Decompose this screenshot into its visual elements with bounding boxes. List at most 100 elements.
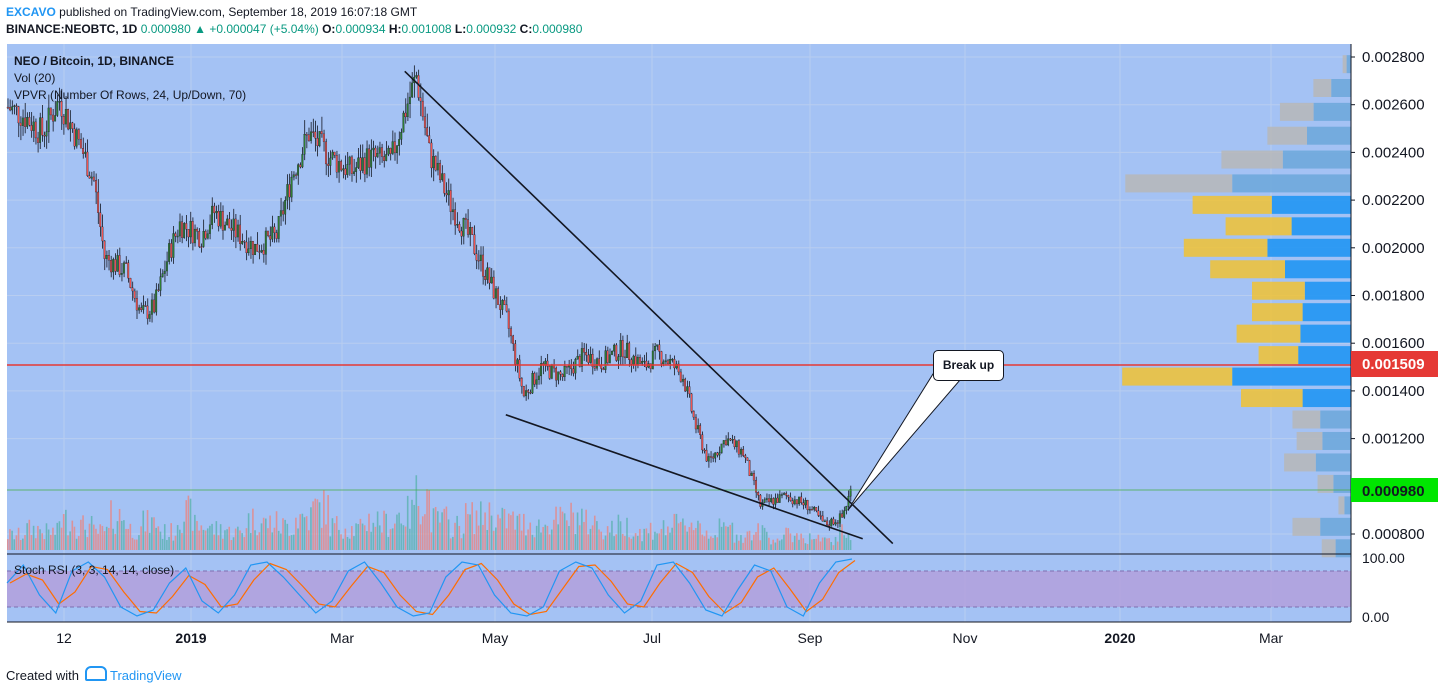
volume-bar [770,544,772,550]
volume-bar [41,533,43,550]
candle-body [11,106,14,111]
volume-bar [183,521,185,550]
legend-vol[interactable]: Vol (20) [14,71,56,85]
volume-bar [84,529,86,550]
volume-bar [643,528,645,550]
volume-bar [535,525,538,550]
candle-body [613,344,616,352]
trendlines[interactable] [404,70,894,545]
candle-body [660,351,663,365]
candle-body [402,112,405,133]
vpvr-grey [1125,174,1233,193]
candle-body [32,121,35,131]
candle-body [477,260,480,262]
legend-vpvr[interactable]: VPVR (Number Of Rows, 24, Up/Down, 70) [14,88,247,102]
candle-body [791,500,794,505]
candle-body [333,151,336,156]
candle-body [245,241,248,254]
volume-bar [88,523,91,550]
volume-bar [514,529,516,550]
candle-body [105,255,108,259]
volume-bar [570,502,572,550]
time-tick-label: Sep [798,630,823,646]
tradingview-brand[interactable]: TradingView [110,668,182,683]
candle-body [307,134,310,141]
volume-bar [589,528,592,550]
volume-bar [619,521,622,550]
volume-bar [578,525,581,550]
volume-bar [430,532,433,550]
candle-body [395,145,398,154]
volume-bar [662,520,665,550]
candle-body [742,449,745,456]
candle-body [804,500,807,506]
candle-body [608,354,611,363]
candle-body [783,493,785,495]
candle-body [675,363,678,369]
volume-bar [591,525,594,550]
volume-bar [402,525,405,550]
price-axis[interactable]: 0.002800 0.002600 0.002400 0.002200 0.002000… [1351,49,1425,625]
volume-bar [587,534,590,550]
volume-bar [127,528,129,550]
high-label: H: [388,22,402,36]
candle-body [810,509,813,511]
stoch-tick-label: 0.00 [1362,609,1389,625]
candle-body [232,218,235,231]
volume-bar [97,533,99,550]
candle-body [720,443,723,453]
volume-bar [254,530,256,550]
volume-bar [776,538,779,550]
candle-body [211,205,214,225]
vpvr-grey [1313,79,1332,98]
volume-bar [314,498,317,550]
candle-body [54,115,57,122]
time-axis[interactable]: 12 2019 Mar May Jul Sep Nov 2020 Mar [56,630,1283,646]
volume-bar [615,534,618,550]
volume-bar [598,529,600,550]
volume-bar [555,506,557,550]
volume-bar [841,524,843,550]
candle-body [19,122,22,126]
candle-body [189,221,192,238]
candle-body [658,344,661,352]
candle-body [299,164,302,168]
candle-body [133,290,136,299]
volume-bar [781,539,783,550]
candle-body [576,356,579,360]
volume-bar [363,525,366,550]
vpvr-down [1335,539,1351,558]
break-up-callout[interactable]: Break up [933,350,1004,381]
legend-title[interactable]: NEO / Bitcoin, 1D, BINANCE [14,54,175,68]
volume-bar [583,521,585,550]
published-text: published on TradingView.com, September … [59,5,418,19]
volume-bar [533,537,536,550]
volume-bar [411,499,413,550]
vpvr-down [1302,389,1351,408]
candle-body [759,494,762,507]
candle-body [583,348,585,353]
vpvr-down [1346,55,1351,74]
candle-body [750,473,753,476]
candle-body [163,270,166,274]
candle-body [346,164,349,175]
vpvr-down [1285,260,1351,279]
volume-bar [217,535,220,550]
volume-bar [512,511,514,550]
time-tick-label: Nov [953,630,978,646]
trendline-lower [505,413,863,540]
candle-body [327,163,330,166]
author[interactable]: EXCAVO [6,5,56,19]
volume-bar [421,516,424,550]
candle-body [456,224,459,226]
candle-body [228,218,231,229]
legend-stoch[interactable]: Stoch RSI (3, 3, 14, 14, close) [14,563,175,577]
volume-bar [660,528,663,550]
candle-body [509,328,512,337]
last-price: 0.000980 [140,22,191,36]
volume-bar [849,540,852,550]
volume-bar [73,526,76,550]
vpvr-grey [1292,517,1321,536]
main-pane[interactable] [7,44,1351,554]
